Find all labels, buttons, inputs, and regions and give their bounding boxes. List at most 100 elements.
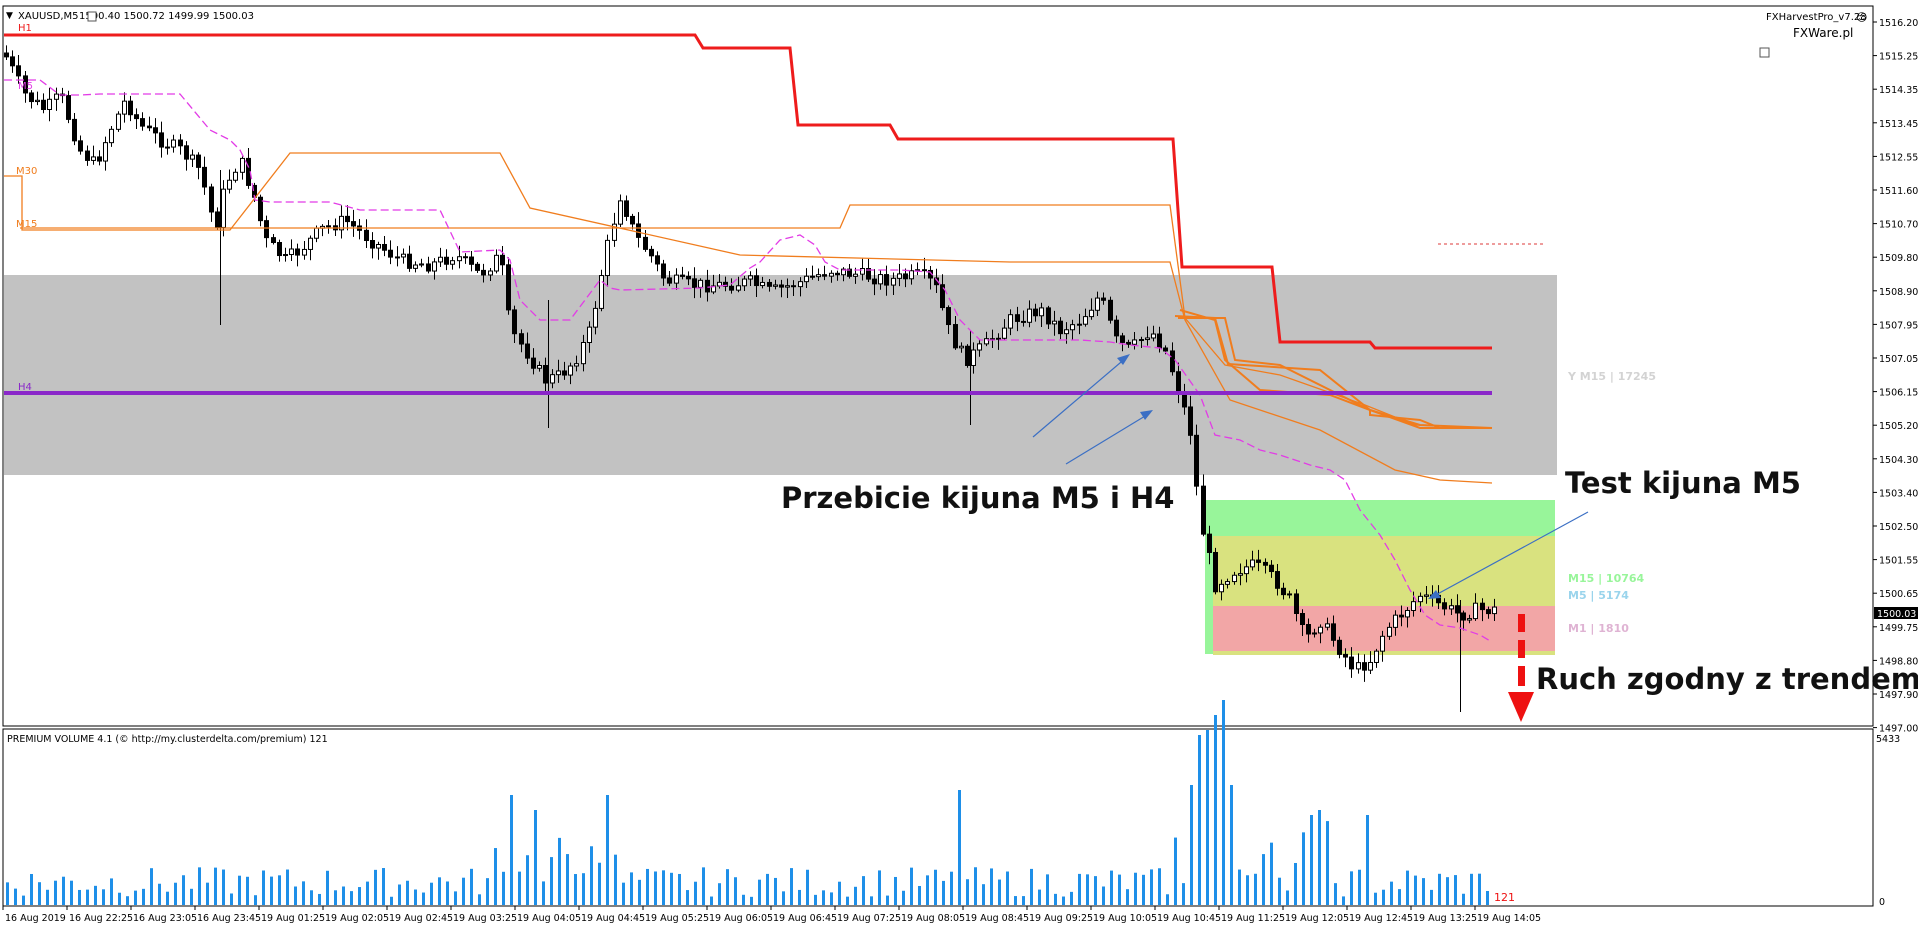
volume-bar [1374, 892, 1377, 905]
time-tick-label: 19 Aug 05:25 [645, 913, 709, 924]
volume-bar [1190, 785, 1193, 905]
candle-body [29, 92, 34, 103]
candle-body [388, 249, 393, 258]
volume-bar [710, 896, 713, 905]
volume-bar [526, 855, 529, 905]
volume-bar [686, 890, 689, 905]
smiley-icon: ☺ [1856, 11, 1867, 24]
candle-body [457, 256, 462, 262]
candle-body [959, 345, 964, 349]
volume-bars [6, 700, 1489, 905]
candle-body [364, 229, 369, 242]
volume-bar [734, 877, 737, 905]
candle-body [1095, 297, 1100, 311]
candle-body [153, 127, 158, 134]
volume-bar [1478, 873, 1481, 905]
price-tick-label: 1514.35 [1879, 85, 1918, 96]
zone-label-y-m15: Y M15 | 17245 [1567, 370, 1656, 383]
time-tick-label: 19 Aug 02:05 [325, 913, 389, 924]
price-tick-label: 1511.60 [1879, 186, 1918, 197]
candle-body [264, 220, 269, 239]
volume-bar [822, 890, 825, 905]
price-tick-label: 1504.30 [1879, 455, 1918, 466]
volume-bar [630, 872, 633, 905]
candle-body [1250, 559, 1255, 568]
window-menu-icon[interactable]: ▼ [6, 11, 13, 21]
volume-bar [486, 878, 489, 905]
candle-body [413, 264, 418, 269]
candle-body [953, 324, 958, 349]
volume-bar [118, 892, 121, 905]
candle-body [66, 95, 71, 120]
candle-body [178, 139, 183, 147]
candle-body [184, 145, 189, 160]
volume-bar [1470, 873, 1473, 905]
header-checkbox-icon[interactable] [87, 11, 97, 22]
volume-bar [438, 877, 441, 905]
candle-body [370, 240, 375, 249]
candle-body [438, 256, 443, 263]
time-tick-label: 19 Aug 11:25 [1221, 913, 1285, 924]
candle-body [1244, 566, 1249, 575]
volume-bar [1054, 893, 1057, 905]
volume-bar [1326, 821, 1329, 905]
candle-body [605, 239, 610, 277]
candle-body [1356, 662, 1361, 670]
volume-bar [1454, 875, 1457, 905]
time-tick-label: 19 Aug 04:45 [581, 913, 645, 924]
candle-body [636, 223, 641, 238]
panel-toggle-checkbox-icon[interactable] [1759, 47, 1770, 58]
candle-body [302, 248, 307, 256]
candle-body [556, 370, 561, 376]
volume-bar [1246, 875, 1249, 905]
volume-bar [1390, 881, 1393, 905]
candle-body [16, 65, 21, 77]
candle-body [1225, 581, 1230, 585]
candle-body [463, 256, 468, 259]
volume-bar [1150, 869, 1153, 905]
volume-bar [982, 884, 985, 905]
volume-bar [1046, 874, 1049, 905]
candle-body [550, 374, 555, 384]
volume-bar [62, 876, 65, 905]
volume-bar [886, 895, 889, 905]
volume-bar [854, 886, 857, 905]
candle-body [599, 275, 604, 309]
candle-body [593, 307, 598, 328]
volume-bar [310, 890, 313, 905]
volume-bar [1398, 889, 1401, 905]
candle-body [965, 345, 970, 366]
volume-bar [1134, 872, 1137, 905]
volume-bar [94, 885, 97, 905]
volume-bar [798, 889, 801, 905]
volume-bar [222, 869, 225, 905]
candle-body [1008, 314, 1013, 329]
volume-bar [254, 895, 257, 905]
volume-bar [974, 867, 977, 905]
volume-bar [654, 871, 657, 905]
volume-bar [638, 879, 641, 905]
volume-bar [1110, 870, 1113, 905]
volume-bar [1206, 730, 1209, 905]
candle-body [878, 274, 883, 285]
candle-body [736, 285, 741, 291]
volume-bar [694, 881, 697, 905]
candle-body [97, 156, 102, 162]
candle-body [1194, 434, 1199, 487]
volume-bar [1086, 874, 1089, 905]
price-tick-label: 1509.80 [1879, 253, 1918, 264]
volume-bar [278, 875, 281, 905]
price-tick-label: 1500.65 [1879, 589, 1918, 600]
volume-bar [270, 876, 273, 905]
candle-body [711, 285, 716, 293]
candle-body [1151, 333, 1156, 339]
candle-body [562, 370, 567, 376]
volume-bar [1078, 873, 1081, 905]
price-tick-label: 1502.50 [1879, 522, 1918, 533]
time-tick-label: 19 Aug 10:45 [1157, 913, 1221, 924]
candle-body [1362, 662, 1367, 671]
candle-body [1325, 623, 1330, 628]
volume-bar [1158, 868, 1161, 905]
price-tick-label: 1510.70 [1879, 220, 1918, 231]
